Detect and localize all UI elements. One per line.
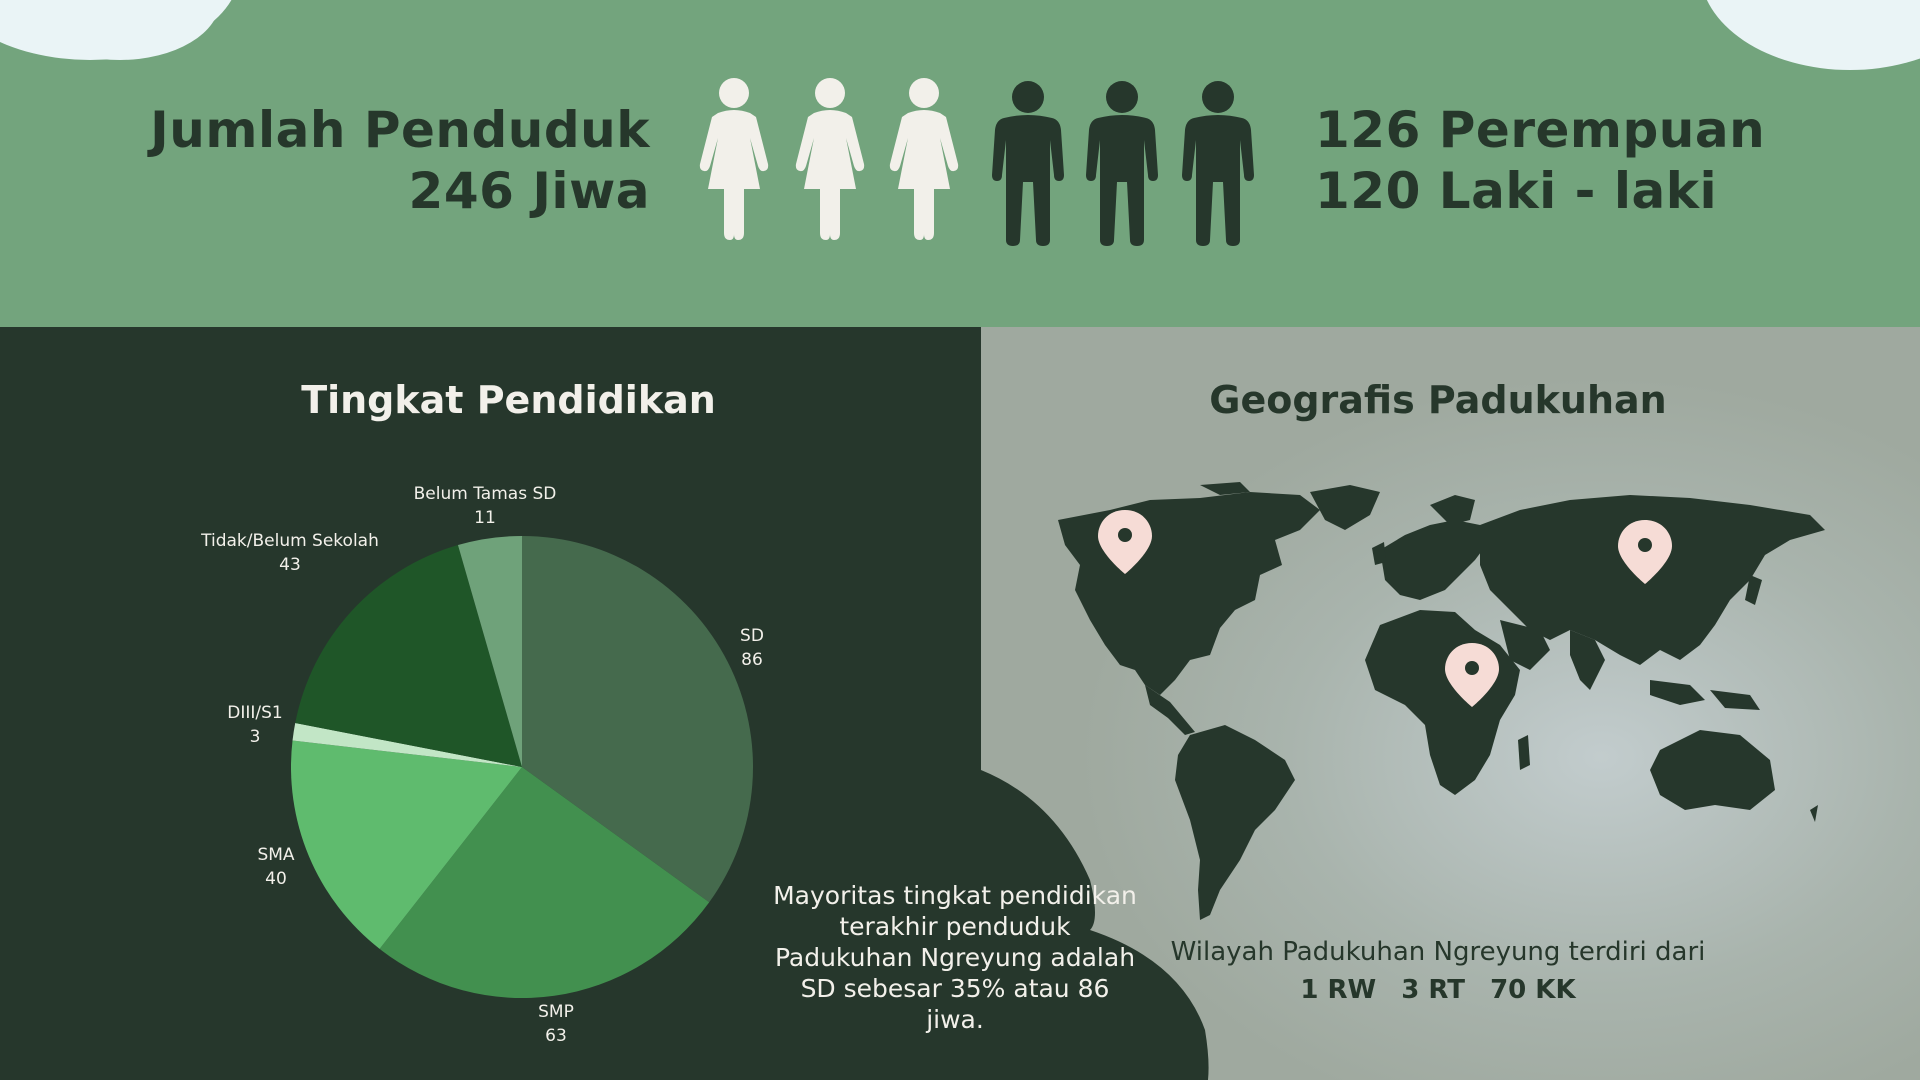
pie-label-category: Tidak/Belum Sekolah — [201, 531, 379, 551]
rt-count: 3 RT — [1401, 975, 1466, 1005]
male-person-icon — [1086, 81, 1158, 246]
pie-label: Belum Tamas SD 11 — [375, 482, 595, 530]
pie-slice-diii-s1 — [292, 723, 522, 767]
education-note: Mayoritas tingkat pendidikan terakhir pe… — [773, 881, 1137, 1034]
pie-label-value: 40 — [265, 869, 287, 889]
pie-slice-sd — [522, 536, 753, 903]
pie-label-value: 86 — [741, 650, 763, 670]
people-icons — [699, 78, 1254, 246]
population-by-gender: 126 Perempuan 120 Laki - laki — [1315, 100, 1765, 222]
pie-slice-tidak-belum-sekolah — [295, 545, 522, 767]
pie-slice-belum-tamas-sd — [457, 536, 522, 767]
pie-label-value: 3 — [249, 727, 261, 747]
rw-count: 1 RW — [1300, 975, 1377, 1005]
geography-stats: 1 RW 3 RT 70 KK — [1100, 975, 1776, 1005]
pie-label-category: SD — [740, 626, 764, 646]
pie-label-value: 11 — [474, 508, 496, 528]
education-pie-chart — [290, 536, 753, 998]
female-person-icon — [795, 78, 865, 240]
pie-label: Tidak/Belum Sekolah 43 — [180, 529, 400, 577]
female-count: 126 Perempuan — [1315, 101, 1766, 159]
pie-label: SMP 63 — [446, 1000, 666, 1048]
female-person-icon — [889, 78, 959, 240]
pie-label: DIII/S1 3 — [145, 701, 365, 749]
male-person-icon — [992, 81, 1064, 246]
location-pin-icon — [1618, 520, 1672, 584]
pie-label-category: SMP — [538, 1002, 574, 1022]
female-person-icon — [699, 78, 769, 240]
location-pin-icon — [1445, 643, 1499, 707]
population-total-label: Jumlah Penduduk — [150, 101, 650, 159]
pie-label-value: 43 — [279, 555, 301, 575]
male-count: 120 Laki - laki — [1315, 162, 1718, 220]
population-total: Jumlah Penduduk 246 Jiwa — [150, 100, 650, 222]
pie-label-category: DIII/S1 — [227, 703, 283, 723]
pie-label: SMA 40 — [166, 843, 386, 891]
geography-title: Geografis Padukuhan — [1209, 378, 1667, 422]
male-person-icon — [1182, 81, 1254, 246]
world-map — [1058, 482, 1825, 920]
geography-description: Wilayah Padukuhan Ngreyung terdiri dari — [1170, 937, 1706, 967]
pie-label-category: Belum Tamas SD — [413, 484, 557, 504]
population-section — [0, 0, 1920, 327]
education-title: Tingkat Pendidikan — [301, 378, 716, 422]
pie-slice-sma — [290, 740, 522, 949]
location-pin-icon — [1098, 510, 1152, 574]
pie-label-category: SMA — [257, 845, 295, 865]
pie-label-value: 63 — [545, 1026, 567, 1046]
pie-label: SD 86 — [642, 624, 862, 672]
pie-slice-smp — [379, 767, 710, 998]
population-total-value: 246 Jiwa — [408, 162, 650, 220]
kk-count: 70 KK — [1490, 975, 1576, 1005]
